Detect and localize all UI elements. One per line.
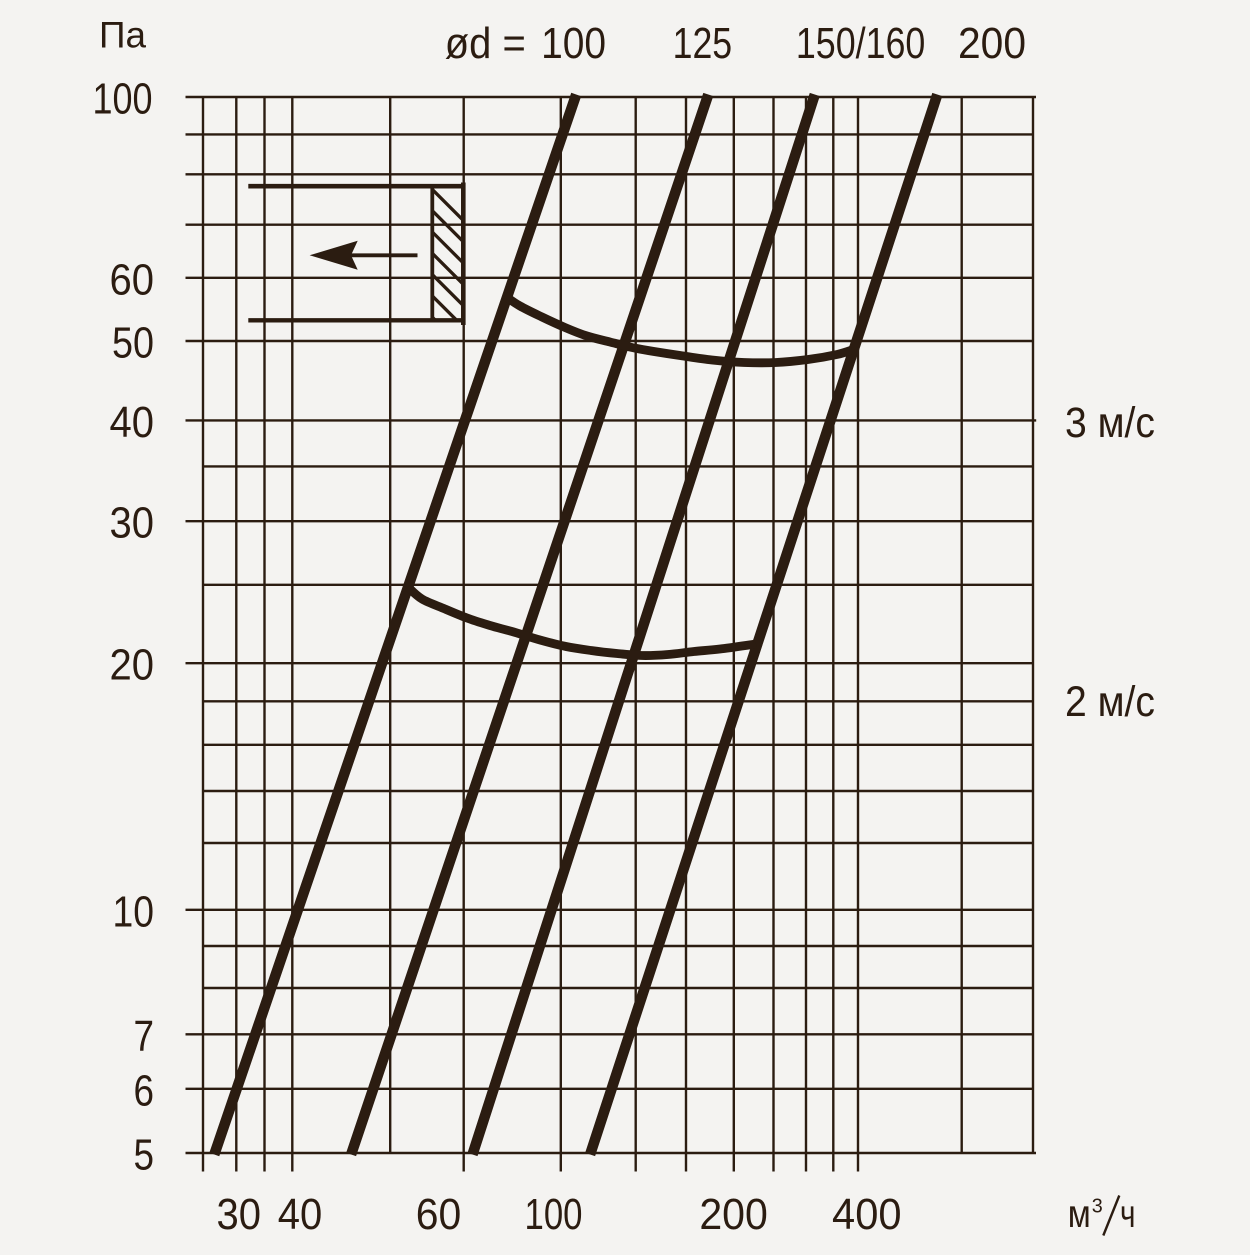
svg-text:400: 400 — [832, 1190, 902, 1239]
svg-text:60: 60 — [416, 1190, 462, 1239]
svg-text:100: 100 — [525, 1190, 583, 1239]
svg-text:40: 40 — [110, 398, 155, 447]
svg-text:50: 50 — [112, 319, 154, 368]
svg-text:м: м — [1068, 1193, 1091, 1236]
svg-text:150/160: 150/160 — [796, 19, 926, 68]
svg-text:3: 3 — [1092, 1196, 1103, 1218]
svg-text:3 м/с: 3 м/с — [1065, 399, 1155, 447]
svg-text:100: 100 — [541, 19, 606, 68]
svg-text:40: 40 — [278, 1190, 323, 1239]
svg-text:60: 60 — [110, 255, 155, 304]
svg-text:ч: ч — [1120, 1193, 1136, 1236]
svg-text:10: 10 — [113, 887, 155, 936]
svg-text:30: 30 — [217, 1190, 262, 1239]
svg-text:ød =: ød = — [445, 19, 526, 68]
svg-text:30: 30 — [110, 499, 155, 548]
svg-text:7: 7 — [134, 1012, 155, 1061]
svg-text:200: 200 — [958, 19, 1026, 68]
svg-text:Па: Па — [99, 14, 146, 56]
svg-text:20: 20 — [110, 641, 155, 690]
svg-text:100: 100 — [93, 75, 153, 124]
svg-text:5: 5 — [134, 1131, 155, 1180]
svg-text:125: 125 — [673, 19, 733, 68]
svg-text:200: 200 — [699, 1190, 768, 1239]
svg-text:6: 6 — [134, 1066, 155, 1115]
svg-text:2 м/с: 2 м/с — [1065, 678, 1155, 726]
